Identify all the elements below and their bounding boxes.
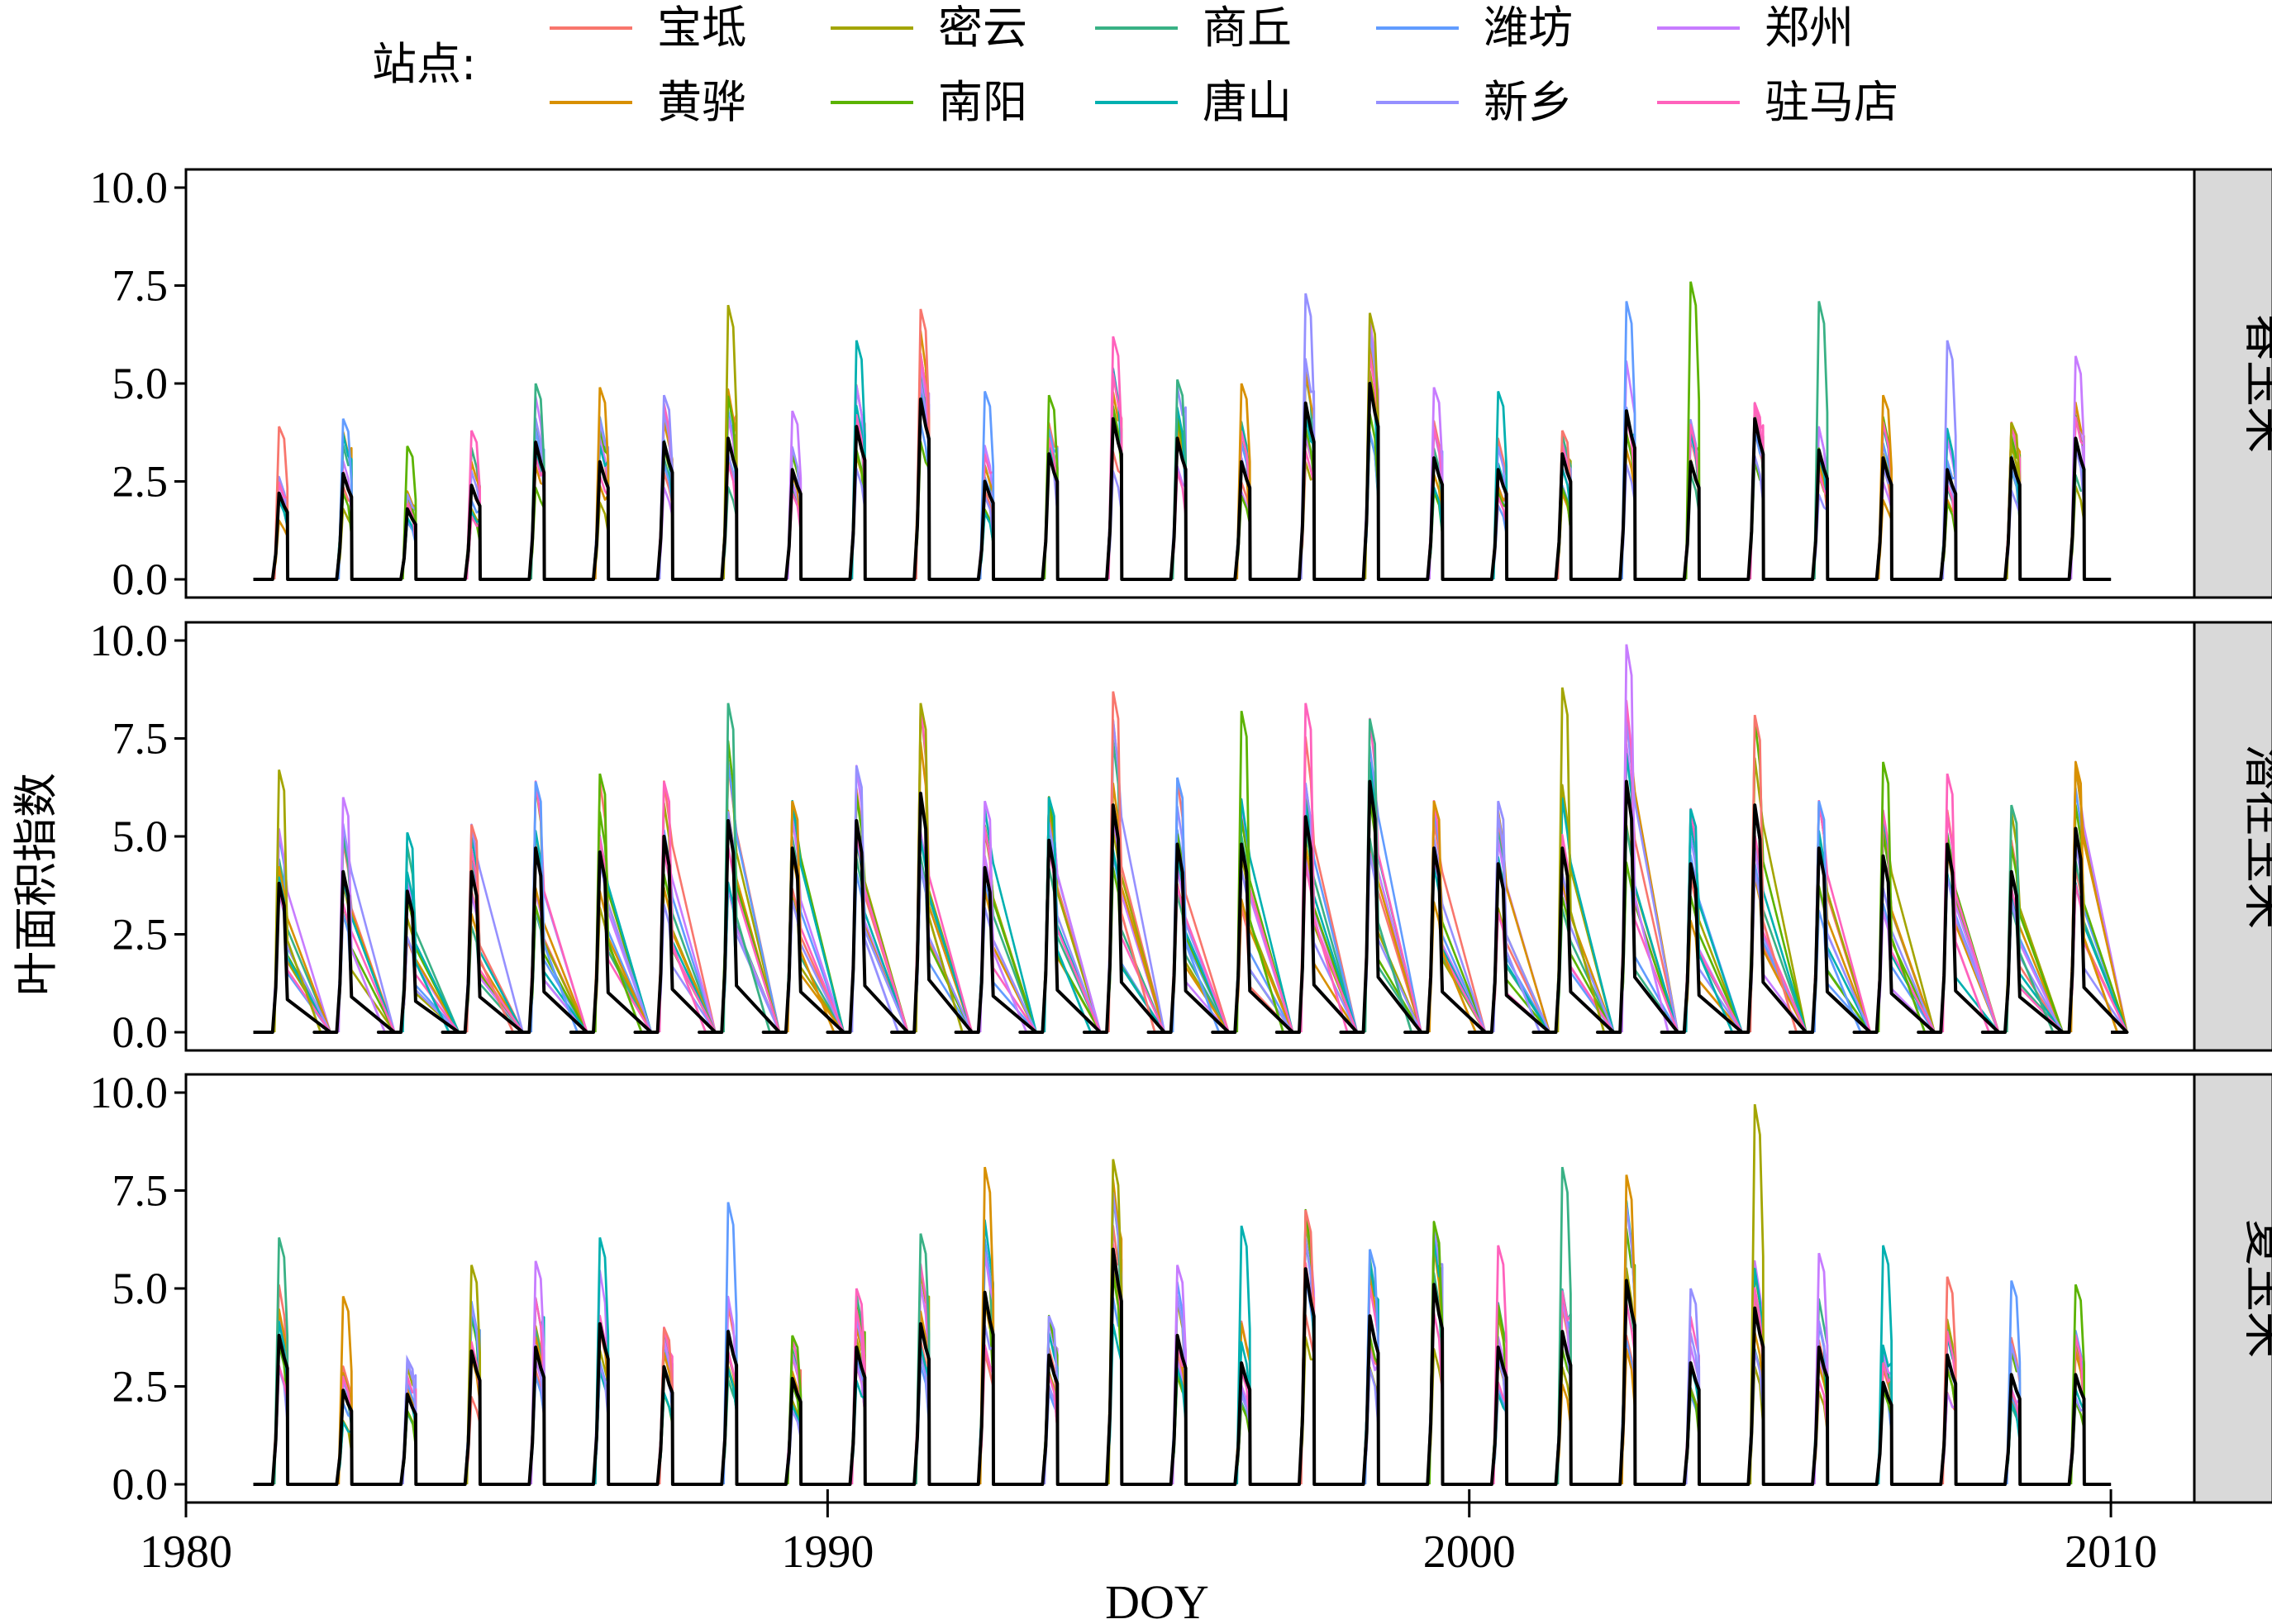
legend-label: 唐山 bbox=[1203, 76, 1292, 128]
panel-strip bbox=[2193, 1073, 2272, 1504]
legend-title: 站点: bbox=[372, 38, 476, 90]
series-peak bbox=[1749, 1103, 1765, 1485]
legend-entry: 商丘 bbox=[1095, 2, 1292, 54]
legend-entry: 宝坻 bbox=[550, 2, 746, 54]
legend-entry: 黄骅 bbox=[550, 76, 746, 128]
y-tick-label: 2.5 bbox=[112, 1362, 169, 1412]
panel: 春玉米 0.0 2.5 5.0 7.5 10.0 bbox=[90, 163, 2272, 604]
legend-entry: 潍坊 bbox=[1376, 2, 1573, 54]
legend-label: 黄骅 bbox=[657, 76, 746, 128]
series-peak bbox=[1621, 644, 1669, 1033]
panel: 夏玉米 0.0 2.5 5.0 7.5 10.0 1980 1990 2000 2010 bbox=[90, 1068, 2272, 1578]
legend-label: 新乡 bbox=[1484, 76, 1573, 128]
legend-label: 驻马店 bbox=[1765, 76, 1898, 128]
y-tick-label: 5.0 bbox=[112, 812, 169, 861]
legend-entry: 郑州 bbox=[1657, 2, 1854, 54]
legend-entry: 南阳 bbox=[831, 76, 1027, 128]
legend-label: 潍坊 bbox=[1484, 2, 1573, 54]
y-tick-label: 2.5 bbox=[112, 457, 169, 507]
legend-entry: 密云 bbox=[831, 2, 1027, 54]
legend-entry: 驻马店 bbox=[1657, 76, 1898, 128]
y-tick-label: 0.0 bbox=[112, 1007, 169, 1057]
legend-label: 商丘 bbox=[1203, 2, 1292, 54]
panel-strip-label: 夏玉米 bbox=[2239, 1219, 2272, 1358]
y-tick-label: 10.0 bbox=[90, 1068, 169, 1117]
series-peak bbox=[273, 769, 322, 1033]
mean-line bbox=[253, 382, 2112, 581]
y-tick-label: 7.5 bbox=[112, 1166, 169, 1216]
x-tick-label: 2010 bbox=[2065, 1526, 2157, 1578]
series-peak bbox=[1556, 687, 1606, 1033]
y-tick-label: 7.5 bbox=[112, 714, 169, 764]
legend-label: 郑州 bbox=[1765, 2, 1854, 54]
y-tick-label: 0.0 bbox=[112, 555, 169, 604]
panel-strip-label: 春玉米 bbox=[2239, 314, 2272, 453]
series-peak bbox=[1556, 1166, 1573, 1485]
panel: 潜在玉米 0.0 2.5 5.0 7.5 10.0 bbox=[90, 616, 2272, 1057]
y-tick-label: 5.0 bbox=[112, 1264, 169, 1313]
series-group bbox=[253, 281, 2112, 581]
series-group bbox=[253, 1103, 2112, 1486]
y-tick-label: 5.0 bbox=[112, 359, 169, 408]
panel-strip bbox=[2193, 168, 2272, 599]
y-tick-label: 0.0 bbox=[112, 1460, 169, 1509]
panels: 春玉米0.02.55.07.510.0潜在玉米0.02.55.07.510.0夏… bbox=[90, 163, 2272, 1578]
x-tick-label: 1990 bbox=[781, 1526, 874, 1578]
x-tick-label: 2000 bbox=[1423, 1526, 1516, 1578]
mean-line bbox=[253, 779, 2129, 1034]
series-peak bbox=[1877, 761, 1927, 1033]
legend-entry: 唐山 bbox=[1095, 76, 1292, 128]
series-peak bbox=[1684, 281, 1701, 580]
y-axis-label: 叶面积指数 bbox=[10, 773, 62, 996]
y-tick-label: 10.0 bbox=[90, 163, 169, 212]
series-peak bbox=[1299, 702, 1349, 1033]
legend-label: 宝坻 bbox=[657, 2, 746, 54]
mean-line bbox=[253, 1247, 2112, 1486]
panel-strip-label: 潜在玉米 bbox=[2239, 744, 2272, 929]
legend-label: 密云 bbox=[938, 2, 1027, 54]
legend-label: 南阳 bbox=[938, 76, 1027, 128]
panel-strip bbox=[2193, 621, 2272, 1052]
series-peak bbox=[1813, 301, 1829, 580]
y-tick-label: 10.0 bbox=[90, 616, 169, 665]
series-peak bbox=[722, 702, 771, 1033]
x-axis-label: DOY bbox=[1105, 1575, 1209, 1624]
x-tick-label: 1980 bbox=[140, 1526, 232, 1578]
y-tick-label: 7.5 bbox=[112, 261, 169, 311]
series-peak bbox=[1236, 1225, 1251, 1485]
legend-entry: 新乡 bbox=[1376, 76, 1573, 128]
series-peak bbox=[1236, 711, 1284, 1033]
series-group bbox=[253, 644, 2129, 1034]
series-peak bbox=[1877, 1245, 1893, 1485]
series-peak bbox=[1941, 340, 1957, 580]
y-tick-label: 2.5 bbox=[112, 910, 169, 960]
